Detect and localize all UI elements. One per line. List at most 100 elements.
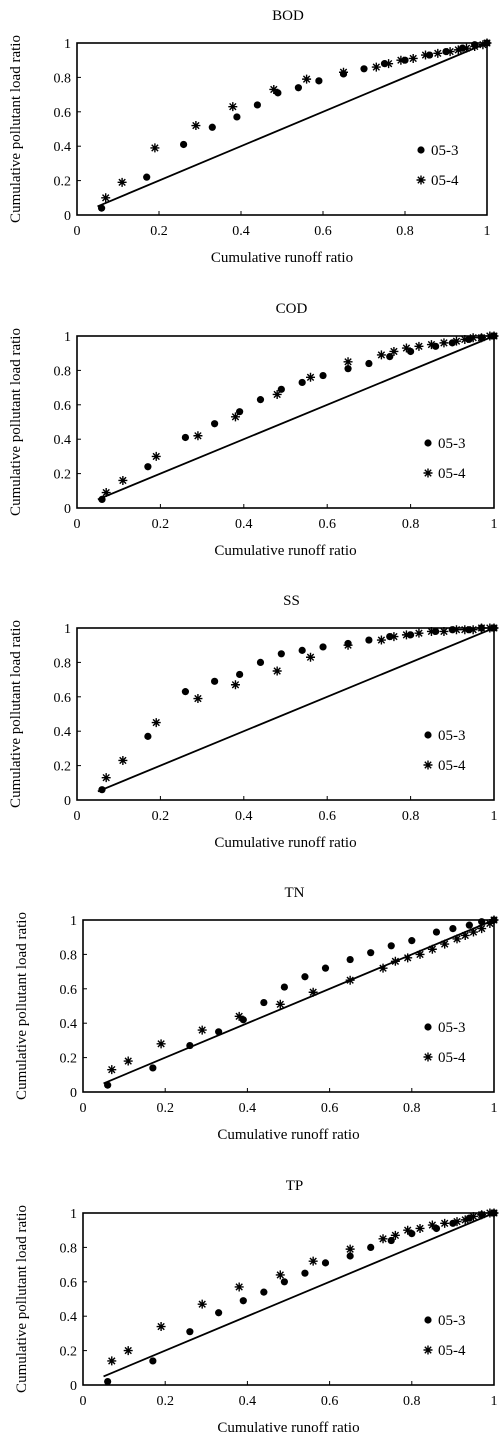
data-point: [275, 999, 285, 1009]
data-point: [156, 1039, 166, 1049]
data-point: [440, 1218, 450, 1228]
legend-marker: [424, 439, 432, 447]
data-point: [386, 353, 394, 361]
x-tick-label: 0.8: [402, 517, 420, 532]
data-point: [181, 433, 190, 442]
x-tick-label: 0.2: [150, 224, 168, 239]
data-point: [101, 193, 111, 203]
chart-title: SS: [283, 593, 300, 609]
x-tick-label: 0.6: [314, 224, 332, 239]
legend-marker: [416, 175, 426, 185]
data-point: [343, 640, 353, 650]
x-tick-label: 1: [484, 224, 491, 239]
data-point: [107, 1356, 117, 1366]
data-point: [468, 1211, 478, 1221]
y-tick-label: 0.6: [54, 399, 72, 414]
reference-line: [103, 919, 495, 1085]
data-point: [144, 463, 152, 471]
data-point: [408, 937, 416, 945]
y-axis-label: Cumulative pollutant load ratio: [8, 35, 24, 223]
x-tick-label: 0.8: [396, 224, 414, 239]
data-point: [321, 1259, 330, 1267]
plot-frame: [82, 919, 495, 1093]
data-point: [401, 343, 411, 353]
data-point: [427, 1220, 437, 1230]
y-tick-label: 0: [70, 1086, 77, 1101]
data-point: [118, 475, 128, 485]
data-point: [275, 1270, 285, 1280]
data-point: [104, 1081, 112, 1089]
data-point: [415, 1223, 425, 1233]
data-point: [269, 84, 279, 94]
y-tick-label: 0.8: [54, 364, 72, 379]
data-point: [180, 140, 188, 149]
data-point: [197, 1299, 207, 1309]
data-point: [468, 927, 478, 937]
data-point: [476, 333, 486, 343]
data-point: [321, 964, 330, 972]
data-point: [306, 652, 316, 662]
data-point: [460, 930, 470, 940]
chart-title: COD: [276, 301, 308, 317]
data-point: [215, 1028, 223, 1036]
data-point: [298, 378, 306, 387]
data-point: [460, 1215, 470, 1225]
data-point: [440, 939, 450, 949]
data-point: [101, 773, 111, 783]
x-tick-label: 0: [80, 1394, 87, 1409]
x-tick-label: 1: [491, 809, 498, 824]
data-point: [186, 1328, 194, 1336]
data-point: [482, 38, 492, 48]
data-point: [489, 1208, 499, 1218]
data-point: [452, 1217, 462, 1227]
data-point: [477, 1210, 487, 1220]
plot-frame: [76, 42, 488, 216]
data-point: [104, 1377, 112, 1386]
legend-label: 05-3: [438, 1313, 466, 1329]
reference-line: [103, 1212, 495, 1378]
x-tick-label: 0: [74, 517, 81, 532]
data-point: [272, 666, 282, 676]
data-point: [485, 918, 495, 928]
reference-line: [97, 42, 488, 208]
data-point: [319, 371, 327, 380]
x-tick-label: 0.8: [402, 809, 420, 824]
data-point: [236, 670, 244, 679]
data-point: [403, 1225, 413, 1235]
data-point: [151, 718, 161, 728]
data-point: [367, 1243, 375, 1251]
series-05-4: [101, 331, 499, 498]
series-05-4: [107, 915, 499, 1075]
data-point: [234, 1011, 244, 1021]
data-point: [215, 1309, 223, 1317]
data-point: [308, 1256, 318, 1266]
data-point: [401, 630, 411, 640]
chart-title: TP: [286, 1178, 304, 1194]
x-tick-label: 0.6: [321, 1101, 339, 1116]
legend-label: 05-4: [438, 758, 466, 774]
data-point: [306, 372, 316, 382]
data-point: [280, 1278, 288, 1286]
data-point: [460, 334, 470, 344]
reference-line: [97, 335, 495, 501]
x-axis-label: Cumulative runoff ratio: [214, 543, 356, 559]
x-tick-label: 0.2: [156, 1394, 174, 1409]
data-point: [228, 102, 238, 112]
data-point: [432, 928, 441, 936]
data-point: [256, 396, 265, 404]
legend-label: 05-4: [438, 466, 466, 482]
data-point: [421, 50, 430, 60]
y-tick-label: 0.2: [54, 760, 72, 775]
data-point: [151, 451, 161, 461]
x-tick-label: 0: [80, 1101, 87, 1116]
legend-marker: [423, 1052, 433, 1062]
y-tick-label: 0: [64, 209, 71, 224]
y-tick-label: 0.4: [54, 433, 72, 448]
data-point: [298, 646, 306, 654]
data-point: [460, 625, 470, 635]
data-point: [301, 973, 309, 981]
data-point: [365, 359, 373, 368]
data-point: [197, 1025, 207, 1035]
y-tick-label: 0.8: [60, 948, 78, 963]
y-axis-label: Cumulative pollutant load ratio: [14, 1205, 30, 1393]
